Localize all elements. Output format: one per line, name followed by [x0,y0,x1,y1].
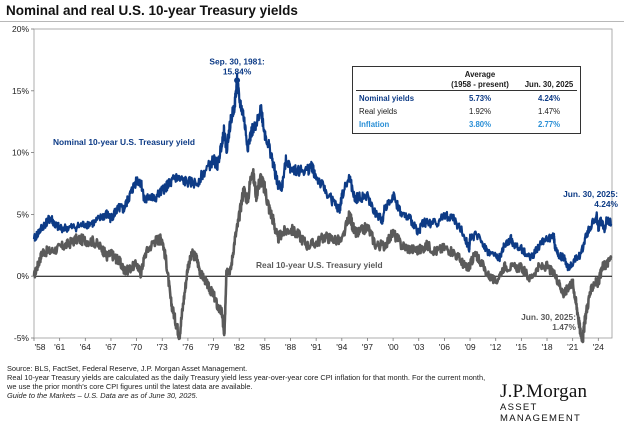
chart-title: Nominal and real U.S. 10-year Treasury y… [6,3,298,18]
jp-morgan-logo: J.P.Morgan ASSET MANAGEMENT [500,381,618,424]
footnotes: Source: BLS, FactSet, Federal Reserve, J… [7,364,527,400]
row-current: 1.47% [537,107,561,116]
peak-value-label: 15.84% [223,66,252,76]
logo-wordmark: J.P.Morgan [500,381,588,402]
table-header-rule [356,90,577,91]
row-label: Inflation [359,120,390,129]
footnote-method-cont: we use the prior month’s core CPI figure… [7,382,253,391]
x-tick-label: '76 [182,342,193,352]
footnote-guide: Guide to the Markets – U.S. Data are as … [7,391,198,400]
x-tick-label: '18 [541,342,552,352]
logo-subtitle: ASSET MANAGEMENT [500,402,582,424]
footnote-source: Source: BLS, FactSet, Federal Reserve, J… [7,364,248,373]
row-current: 4.24% [537,94,561,103]
real-end-value-label: 1.47% [552,322,576,332]
x-tick-label: '64 [80,342,91,352]
table-row-real: Real yields 1.92% 1.47% [353,107,580,119]
x-tick-label: '15 [516,342,527,352]
x-tick-label: '97 [362,342,373,352]
row-average: 1.92% [468,107,492,116]
yield-line-chart: -5% 0% 5% 10% 15% 20% '58 '61 '64 '67 '70 '73 '76 '79… [12,24,619,352]
row-current: 2.77% [537,120,561,129]
x-tick-label: '06 [439,342,450,352]
row-label: Real yields [359,107,398,116]
nominal-end-value-label: 4.24% [594,199,618,209]
x-tick-label: '03 [413,342,424,352]
x-tick-label: '58 [34,342,45,352]
x-tick-label: '67 [105,342,116,352]
row-average: 3.80% [468,120,492,129]
y-tick-label: 5% [17,209,30,219]
row-label: Nominal yields [359,94,415,103]
table-header-period: (1958 - present) [451,80,509,89]
table-row-inflation: Inflation 3.80% 2.77% [353,120,580,132]
real-series-label: Real 10-year U.S. Treasury yield [256,260,383,270]
real-yield-line [32,168,613,344]
x-tick-label: '21 [567,342,578,352]
x-tick-label: '61 [54,342,65,352]
row-average: 5.73% [468,94,492,103]
y-tick-label: 10% [12,148,29,158]
y-tick-label: -5% [14,333,30,343]
peak-date-label: Sep. 30, 1981: [209,56,264,66]
x-tick-label: '73 [157,342,168,352]
footnote-method: Real 10-year Treasury yields are calcula… [7,373,486,382]
chart-axes [31,28,613,341]
nominal-series-label: Nominal 10-year U.S. Treasury yield [53,137,195,147]
x-tick-label: '79 [208,342,219,352]
x-tick-label: '24 [593,342,604,352]
table-header-date: Jun. 30, 2025 [524,80,574,89]
table-header-average: Average [464,70,496,79]
nominal-yield-line [32,72,613,272]
y-tick-label: 0% [17,271,30,281]
x-tick-label: '85 [259,342,270,352]
table-row-nominal: Nominal yields 5.73% 4.24% [353,94,580,106]
x-tick-label: '70 [131,342,142,352]
plot-frame [33,28,613,339]
y-tick-label: 15% [12,86,29,96]
average-yields-table: Average (1958 - present) Jun. 30, 2025 N… [352,66,581,134]
peak-marker [234,77,241,84]
x-tick-label: '00 [388,342,399,352]
x-tick-label: '82 [234,342,245,352]
title-divider [0,21,624,22]
real-end-date-label: Jun. 30, 2025: [521,312,576,322]
y-tick-label: 20% [12,24,29,34]
x-tick-label: '94 [336,342,347,352]
x-tick-label: '09 [465,342,476,352]
nominal-end-date-label: Jun. 30, 2025: [563,189,618,199]
x-tick-label: '88 [285,342,296,352]
x-tick-label: '12 [490,342,501,352]
chart-labels: -5% 0% 5% 10% 15% 20% '58 '61 '64 '67 '70 '73 '76 '79… [12,24,619,352]
x-tick-label: '91 [311,342,322,352]
